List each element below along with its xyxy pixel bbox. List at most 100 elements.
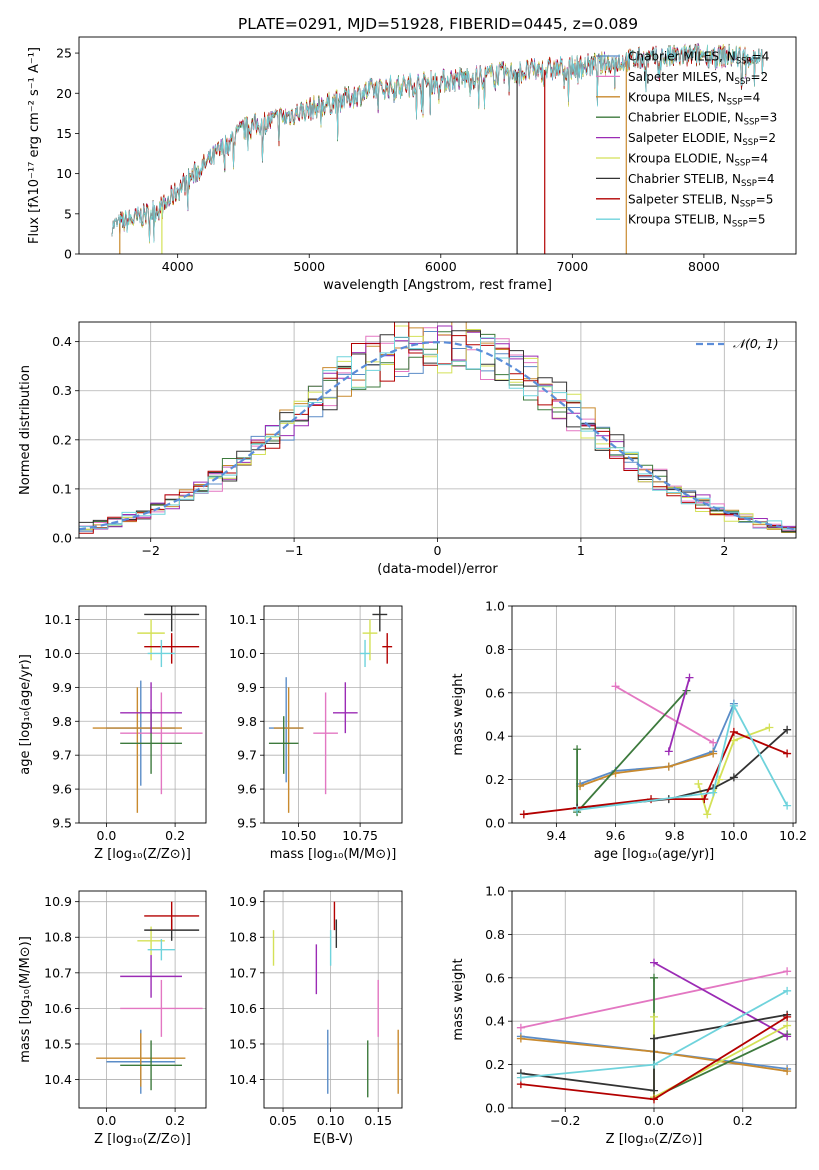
data-point-2 xyxy=(273,687,304,813)
legend-name: Chabrier STELIB, N xyxy=(628,172,741,186)
mass-weight-marker-4 xyxy=(650,958,658,967)
legend-nssp: =4 xyxy=(743,90,761,104)
legend-name: Kroupa ELODIE, N xyxy=(628,152,735,166)
y-tick-label: 10.0 xyxy=(229,646,257,661)
y-tick-label: 0.2 xyxy=(52,432,72,447)
x-axis-label: Z [log₁₀(Z/Z⊙)] xyxy=(94,847,191,862)
axes-mass_vs_Z: 0.0 0.2 10.4 10.5 10.6 10.7 10.8 10.9 Z [log₁₀(Z… xyxy=(18,890,207,1147)
legend-name: Salpeter ELODIE, N xyxy=(628,131,742,145)
x-axis-label: (data-model)/error xyxy=(377,562,498,577)
legend-sub: SSP xyxy=(735,159,751,169)
mass-weight-marker-8 xyxy=(573,805,582,814)
mass-weight-marker-4 xyxy=(685,673,694,682)
data-point-2 xyxy=(96,1033,186,1087)
data-point-8 xyxy=(147,939,176,961)
mass-weight-line-2 xyxy=(579,752,714,787)
y-tick-label: 0.4 xyxy=(485,1014,505,1029)
y-tick-label: 5 xyxy=(64,206,72,221)
y-tick-label: 0.0 xyxy=(485,816,505,831)
y-tick-label: 9.5 xyxy=(52,816,72,831)
axes-mass_vs_ebv: 0.05 0.10 0.15 10.4 10.5 10.6 10.7 10.8 10.9 E(B-… xyxy=(229,890,403,1147)
legend-name: Kroupa MILES, N xyxy=(628,90,727,104)
mass-weight-marker-2 xyxy=(664,762,673,771)
y-tick-label: 10.4 xyxy=(44,1072,72,1087)
y-tick-label: 0.0 xyxy=(485,1101,505,1116)
legend-name: Salpeter STELIB, N xyxy=(628,192,740,206)
axes-age_vs_mass: 10.50 10.75 9.5 9.6 9.7 9.8 9.9 10.0 10.1 mass [l… xyxy=(229,605,403,862)
mass-weight-marker-5 xyxy=(650,1012,658,1021)
mass-weight-line-0 xyxy=(579,703,735,785)
mass-weight-marker-5 xyxy=(729,736,738,745)
legend-nssp: =3 xyxy=(760,111,778,125)
mass-weight-marker-6 xyxy=(650,1034,658,1043)
mass-weight-marker-6 xyxy=(729,773,738,782)
mass-weight-line-7 xyxy=(523,730,788,816)
y-tick-label: 15 xyxy=(56,126,72,141)
x-tick-label: −2 xyxy=(141,543,159,558)
mass-weight-marker-7 xyxy=(783,1012,792,1021)
y-tick-label: 20 xyxy=(56,86,72,101)
mass-weight-marker-1 xyxy=(516,1023,525,1032)
x-tick-label: −0.2 xyxy=(550,1113,580,1128)
legend-nssp: =2 xyxy=(750,70,768,84)
data-point-4 xyxy=(333,682,358,734)
axes-spectrum: 4000 5000 6000 7000 8000 0 5 10 15 20 25 wavelength… xyxy=(27,36,797,293)
y-tick-label: 0.6 xyxy=(485,970,505,985)
mass-weight-marker-5 xyxy=(703,810,712,819)
mass-weight-marker-8 xyxy=(783,801,792,810)
figure-title: PLATE=0291, MJD=51928, FIBERID=0445, z=0… xyxy=(238,15,638,33)
legend-entry-7: Salpeter STELIB, NSSP=5 xyxy=(628,192,773,209)
y-tick-label: 10.0 xyxy=(44,646,72,661)
mass-weight-marker-3 xyxy=(573,745,582,754)
y-axis-label: Flux [fλ10⁻¹⁷ erg cm⁻² s⁻¹ A⁻¹] xyxy=(27,47,42,244)
x-tick-label: 0.0 xyxy=(97,828,117,843)
data-point-8 xyxy=(360,639,370,668)
axes-frame xyxy=(78,36,797,255)
axes-mw_vs_Z: −0.2 0.0 0.2 0.0 0.2 0.4 0.6 0.8 1.0 Z [log₁₀(Z/Z… xyxy=(451,884,797,1147)
legend-nssp: =5 xyxy=(748,213,766,227)
y-tick-label: 1.0 xyxy=(485,599,505,614)
mass-weight-marker-2 xyxy=(516,1034,525,1043)
axes-residuals: −2 −1 0 1 2 0.0 0.1 0.2 0.3 0.4 (data-model)/error… xyxy=(18,321,797,577)
y-tick-label: 9.6 xyxy=(237,782,257,797)
gaussian-curve xyxy=(78,341,797,531)
legend-sub: SSP xyxy=(742,138,758,148)
mass-weight-marker-6 xyxy=(783,725,792,734)
legend-name: Chabrier ELODIE, N xyxy=(628,111,744,125)
y-tick-label: 0.1 xyxy=(52,481,72,496)
y-tick-label: 0.3 xyxy=(52,383,72,398)
y-tick-label: 0.4 xyxy=(485,729,505,744)
y-tick-label: 10.9 xyxy=(229,894,257,909)
mass-weight-marker-5 xyxy=(694,779,703,788)
legend-sub: SSP xyxy=(732,220,748,230)
axes-frame xyxy=(263,605,403,824)
y-axis-label: mass [log₁₀(M/M⊙)] xyxy=(18,936,33,1063)
x-tick-label: 9.6 xyxy=(606,828,626,843)
x-tick-label: 10.75 xyxy=(342,828,378,843)
y-tick-label: 10.5 xyxy=(229,1036,257,1051)
mass-weight-marker-8 xyxy=(709,788,718,797)
mass-weight-marker-8 xyxy=(650,1060,658,1069)
y-tick-label: 0.6 xyxy=(485,685,505,700)
y-tick-label: 10.1 xyxy=(44,612,72,627)
y-tick-label: 10.9 xyxy=(44,894,72,909)
legend-entry-1: Salpeter MILES, NSSP=2 xyxy=(628,70,768,87)
y-tick-label: 10.7 xyxy=(229,965,257,980)
x-tick-label: 0.0 xyxy=(644,1113,664,1128)
legend-entry-8: Kroupa STELIB, NSSP=5 xyxy=(628,213,766,230)
y-tick-label: 10.8 xyxy=(229,930,257,945)
y-tick-label: 9.8 xyxy=(237,714,257,729)
legend-name: Salpeter MILES, N xyxy=(628,70,735,84)
y-tick-label: 10.6 xyxy=(229,1001,257,1016)
legend-nssp: =4 xyxy=(752,50,770,64)
data-point-3 xyxy=(120,1040,182,1091)
mass-weight-marker-7 xyxy=(650,1095,658,1104)
axes-frame xyxy=(263,890,403,1109)
data-point-3 xyxy=(268,716,299,774)
legend-entry-2: Kroupa MILES, NSSP=4 xyxy=(628,90,760,107)
legend-nssp: =4 xyxy=(750,152,768,166)
data-point-7 xyxy=(144,633,200,664)
legend-sub: SSP xyxy=(740,199,756,209)
y-tick-label: 1.0 xyxy=(485,884,505,899)
